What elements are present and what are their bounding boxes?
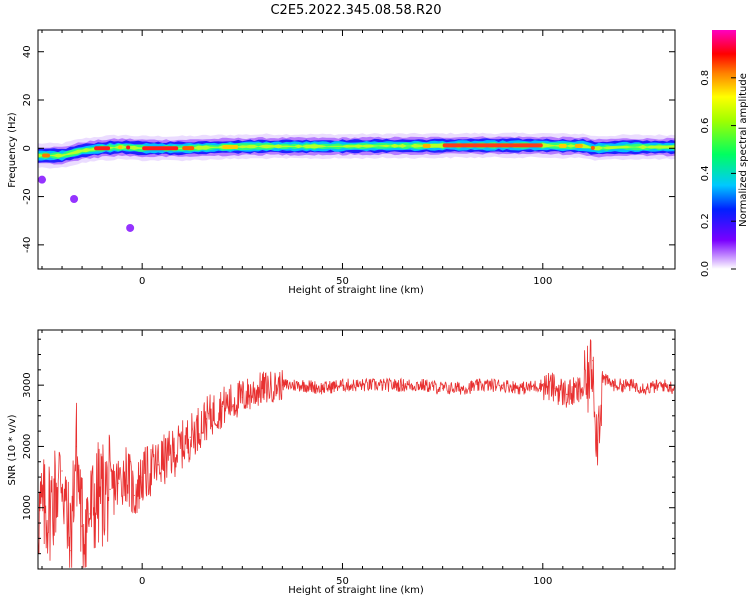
snr-point <box>75 445 77 448</box>
snr-x-tick-label: 0 <box>139 576 145 587</box>
snr-point <box>81 525 83 527</box>
snr-y-tick-label: 2000 <box>22 434 33 459</box>
snr-point <box>592 360 594 362</box>
snr-point <box>281 384 283 386</box>
spectral-peak-11 <box>590 145 595 150</box>
spectrogram-plot-area <box>38 132 675 232</box>
spectrogram-panel: 0 50 100 -40 -20 0 20 40 Height of straight lin… <box>7 29 676 296</box>
snr-point <box>381 384 384 386</box>
colorbar-gradient <box>712 30 736 269</box>
colorbar-tick-label: 0.8 <box>700 70 711 86</box>
snr-point <box>241 396 243 399</box>
spectrogram-y-tick-label: 40 <box>22 45 33 58</box>
spectral-peak-2 <box>118 145 123 150</box>
spectrogram-y-tick-label: -40 <box>22 237 33 253</box>
snr-plot-area <box>38 339 675 568</box>
figure-title: C2E5.2022.345.08.58.R20 <box>270 3 441 18</box>
spectral-peak-10 <box>574 143 583 148</box>
snr-point <box>61 470 63 472</box>
snr-point <box>89 513 91 515</box>
spectrogram-x-tick-label: 100 <box>533 276 552 287</box>
snr-point <box>361 384 364 386</box>
snr-point <box>109 488 111 490</box>
spectrogram-y-tick-label: 0 <box>22 145 33 151</box>
snr-point <box>401 384 404 386</box>
snr-point <box>566 393 568 395</box>
spectrogram-x-tick-label: 0 <box>139 276 145 287</box>
snr-point <box>422 384 424 386</box>
spectral-outlier-1 <box>70 194 79 203</box>
snr-point <box>97 494 99 497</box>
snr-point <box>442 387 444 389</box>
spectrogram-y-tick-label: 20 <box>22 94 33 107</box>
snr-point <box>554 387 556 389</box>
snr-point <box>542 384 544 386</box>
snr-point <box>662 384 664 386</box>
snr-point <box>321 387 324 389</box>
snr-point <box>502 384 504 386</box>
colorbar-label: Normalized spectral amplitude <box>738 73 749 227</box>
snr-point <box>586 384 588 386</box>
colorbar-tick-label: 0.6 <box>700 118 711 134</box>
snr-point <box>205 418 207 420</box>
snr-point <box>189 436 191 438</box>
colorbar-tick-label: 0.0 <box>700 261 711 277</box>
snr-point <box>462 387 464 389</box>
snr-point <box>125 470 127 472</box>
spectrogram-x-label: Height of straight line (km) <box>288 285 424 296</box>
snr-point <box>261 387 263 389</box>
colorbar-tick-label: 0.4 <box>700 165 711 181</box>
snr-x-tick-label: 50 <box>336 576 349 587</box>
snr-point <box>596 439 598 441</box>
spectral-outlier-0 <box>38 175 47 184</box>
snr-point <box>614 384 616 386</box>
snr-frame <box>37 329 676 570</box>
snr-point <box>221 406 223 408</box>
spectral-peak-6 <box>222 144 239 149</box>
spectrogram-frame <box>37 29 676 270</box>
snr-x-tick-label: 100 <box>533 576 552 587</box>
snr-line <box>38 339 675 568</box>
snr-point <box>133 494 135 497</box>
snr-point <box>69 550 71 552</box>
snr-point <box>341 384 344 386</box>
spectral-peak-9 <box>558 143 567 148</box>
snr-ticks: 0 50 100 1000 2000 3000 <box>22 330 675 587</box>
colorbar: 0.0 0.2 0.4 0.6 0.8 Normalized spectral ampl… <box>700 30 749 277</box>
spectral-peak-7 <box>422 143 431 148</box>
snr-point <box>141 476 143 478</box>
spectrogram-y-label: Frequency (Hz) <box>7 112 18 188</box>
snr-point <box>522 387 524 389</box>
snr-panel: 0 50 100 1000 2000 3000 Height of straight li… <box>7 329 676 596</box>
snr-y-label: SNR (10 * v/v) <box>7 414 18 485</box>
snr-point <box>482 384 484 386</box>
snr-y-tick-label: 1000 <box>22 495 33 520</box>
snr-point <box>117 482 119 484</box>
spectrogram-x-tick-label: 50 <box>336 276 349 287</box>
snr-point <box>157 464 159 466</box>
snr-point <box>49 507 51 509</box>
snr-point <box>646 387 648 389</box>
snr-point <box>301 384 304 386</box>
spectral-peak-3 <box>126 145 131 150</box>
spectral-peak-1 <box>94 146 111 151</box>
snr-point <box>602 378 604 380</box>
spectrogram-ticks: 0 50 100 -40 -20 0 20 40 <box>22 30 675 287</box>
snr-point <box>173 451 175 454</box>
snr-x-label: Height of straight line (km) <box>288 585 424 596</box>
spectral-outlier-2 <box>126 223 135 232</box>
colorbar-ticks: 0.0 0.2 0.4 0.6 0.8 <box>700 70 736 277</box>
spectral-peak-4 <box>142 146 179 151</box>
colorbar-tick-label: 0.2 <box>700 213 711 229</box>
spectral-peak-5 <box>182 146 195 151</box>
spectral-peak-0 <box>42 153 51 158</box>
snr-point <box>578 390 580 392</box>
spectral-peak-8 <box>442 143 543 148</box>
snr-y-tick-label: 3000 <box>22 372 33 397</box>
spectrogram-y-tick-label: -20 <box>22 188 33 204</box>
snr-point <box>630 384 632 386</box>
